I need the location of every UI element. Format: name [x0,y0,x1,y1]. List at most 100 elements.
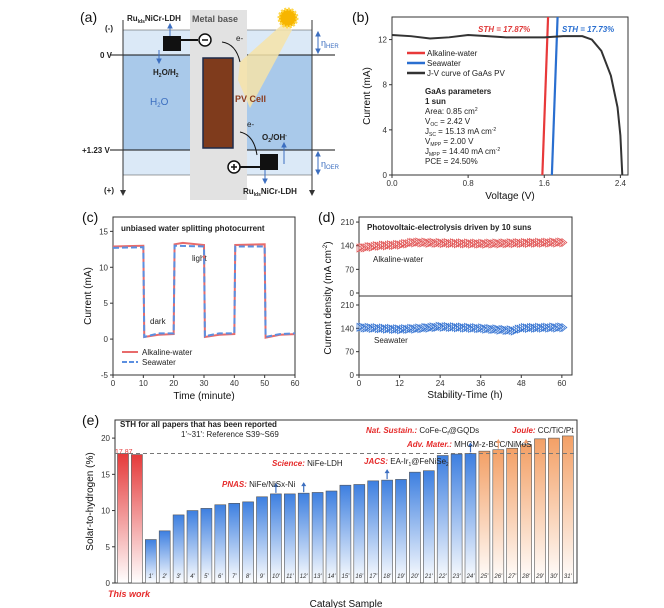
bar-8' [242,501,254,584]
bar-category-label: 28' [521,574,531,580]
anode-label: RuldsNiCr-LDH [243,187,297,198]
data-marker [516,324,523,334]
bar-24' [464,453,477,584]
data-marker [551,322,558,333]
data-marker [454,323,460,333]
y-tick-label: 70 [345,348,354,357]
data-marker [518,238,525,248]
params-jmpp: JMPP = 14.40 mA cm-2 [425,147,500,158]
y-axis-label-e: Solar-to-hydrogen (%) [85,452,96,550]
data-marker [356,243,363,253]
data-marker [535,237,542,247]
data-marker [429,237,436,248]
bar-category-label: 2' [161,574,167,580]
right-arrowhead-icon [309,190,315,196]
data-marker [484,238,491,249]
bar-22' [436,455,449,584]
bar-31' [561,435,574,584]
pv-cell-label: PV Cell [235,94,266,104]
data-marker [496,325,503,335]
cathode-block [163,36,181,51]
y-tick-label: 0 [350,289,355,298]
eta-her-label: ηHER [321,38,339,50]
data-marker [407,237,414,248]
data-marker [533,238,540,248]
minus-label: (-) [105,24,113,33]
eta-oer-label: ηOER [321,159,340,171]
bar-category-label: 3' [176,574,181,580]
chart-c-title: unbiased water splitting photocurrent [121,224,265,233]
data-marker [537,322,544,333]
data-marker [451,238,458,248]
data-marker [362,243,369,253]
series-line-j-v-curve-of-gaas-pv [391,34,624,176]
data-marker [470,323,477,333]
data-marker [557,322,564,332]
bar-category-label: 25' [479,574,489,580]
legend-item: Seawater [427,59,461,68]
bar-category-label: 22' [438,574,448,580]
bar-category-label: 14' [328,574,337,580]
x-axis-label-d: Stability-Time (h) [427,390,502,401]
x-tick-label: 0.0 [386,179,398,188]
series-line-seawater [550,16,559,176]
data-marker [383,241,389,251]
data-marker [525,323,531,334]
zero-v-label: 0 V [100,51,113,60]
h2o-h2-label: H2O/H2 [153,68,179,79]
data-marker [547,323,554,333]
x-tick-label: 36 [476,379,485,388]
bar-category-label: 4' [190,574,195,580]
annotation-arrowhead-icon [384,469,390,474]
data-marker [504,238,511,249]
bar-5' [200,508,213,584]
data-marker [531,238,538,248]
x-tick-label: 0 [111,379,116,388]
y-tick-label: 12 [378,36,387,45]
data-marker [500,238,507,248]
data-marker [551,237,558,248]
y-tick-label: 210 [341,218,355,227]
data-marker [482,324,489,334]
bar-category-label: 17' [369,574,378,580]
data-marker [443,237,450,248]
data-marker [374,241,381,251]
data-marker [484,323,491,334]
data-marker [374,323,381,334]
data-marker [387,323,393,334]
params-voc: VOC = 2.42 V [425,117,471,128]
data-marker [411,324,418,334]
data-marker [415,237,422,247]
data-marker [421,322,428,333]
data-marker [472,238,479,248]
bar-category-label: 9' [260,574,265,580]
data-marker [466,238,473,249]
data-marker [423,322,430,333]
panel-label-c: (c) [82,209,98,225]
data-marker [383,324,389,334]
bar-11' [283,493,296,584]
data-marker [472,322,479,333]
gaas-parameters: GaAs parameters 1 sun Area: 0.85 cm2 VOC… [425,87,500,166]
legend-item: Alkaline-water [142,348,193,357]
data-marker [360,243,367,253]
electron-label-top: e- [236,34,243,43]
y-tick-label: 10 [99,263,108,272]
bar-21' [422,470,435,584]
params-pce: PCE = 24.50% [425,157,478,166]
data-marker [405,238,412,249]
light-beam [238,22,292,108]
y-tick-label: 0 [383,171,388,180]
bar-17' [367,480,380,584]
bar-13' [311,492,324,584]
data-marker [543,322,550,332]
data-marker [462,238,469,249]
data-marker [411,238,418,248]
annotation-arrowhead-icon [273,482,279,487]
x-tick-label: 1.6 [539,179,551,188]
data-marker [464,238,471,248]
light-annotation: light [192,254,207,263]
data-marker [443,321,450,332]
data-marker [490,324,497,335]
bar-9' [256,496,268,584]
